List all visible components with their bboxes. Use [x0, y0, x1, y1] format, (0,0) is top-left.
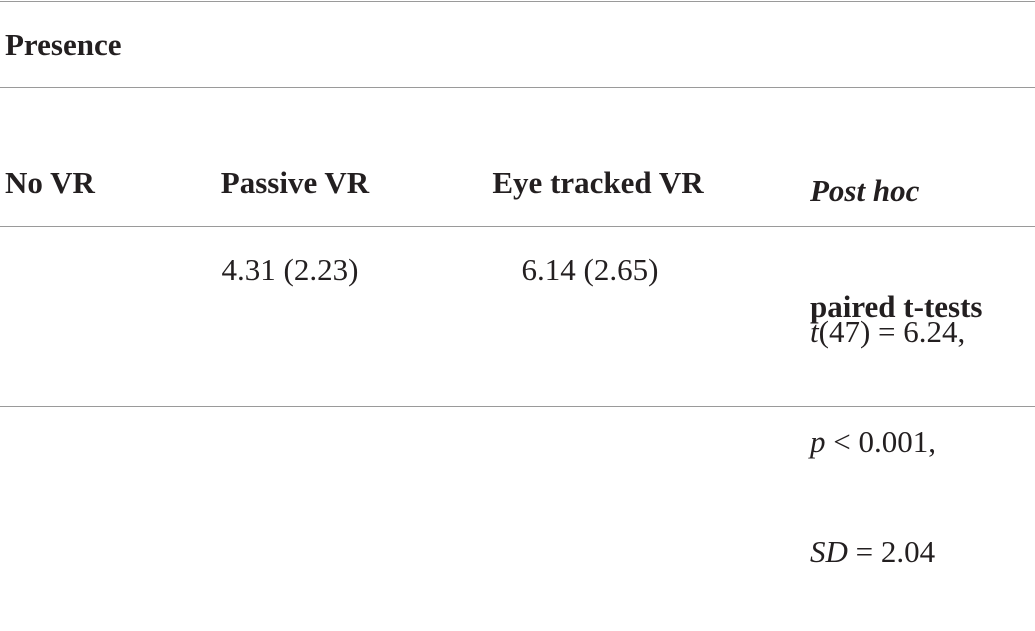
stat-line: p < 0.001,	[810, 426, 965, 474]
data-cell: 4.31 (2.23)	[221, 252, 359, 287]
data-cell: 6.14 (2.65)	[521, 252, 659, 287]
table-title: Presence	[5, 27, 122, 62]
stat-symbol: p	[810, 424, 826, 459]
rule	[0, 226, 1035, 227]
header-italic: Post hoc	[810, 173, 920, 208]
header-cell: Eye tracked VR	[492, 165, 704, 200]
stat-symbol: SD	[810, 534, 848, 569]
header-cell: Post hoc paired t-tests	[810, 113, 982, 384]
data-cell: t(47) = 6.24, p < 0.001, SD = 2.04	[810, 254, 965, 629]
stat-text: (47) = 6.24,	[818, 314, 966, 349]
header-text: paired t-tests	[810, 289, 983, 324]
rule	[0, 406, 1035, 407]
stat-line: SD = 2.04	[810, 536, 965, 567]
header-cell: Passive VR	[220, 165, 370, 200]
stat-text: = 2.04	[847, 534, 936, 569]
rule	[0, 87, 1035, 88]
header-cell: No VR	[5, 165, 95, 200]
stat-text: < 0.001,	[825, 424, 936, 459]
stat-symbol: t	[810, 314, 819, 349]
table-page: Presence No VR Passive VR Eye tracked VR…	[0, 1, 1035, 567]
stat-line: t(47) = 6.24,	[810, 316, 965, 364]
rule	[0, 1, 1035, 2]
